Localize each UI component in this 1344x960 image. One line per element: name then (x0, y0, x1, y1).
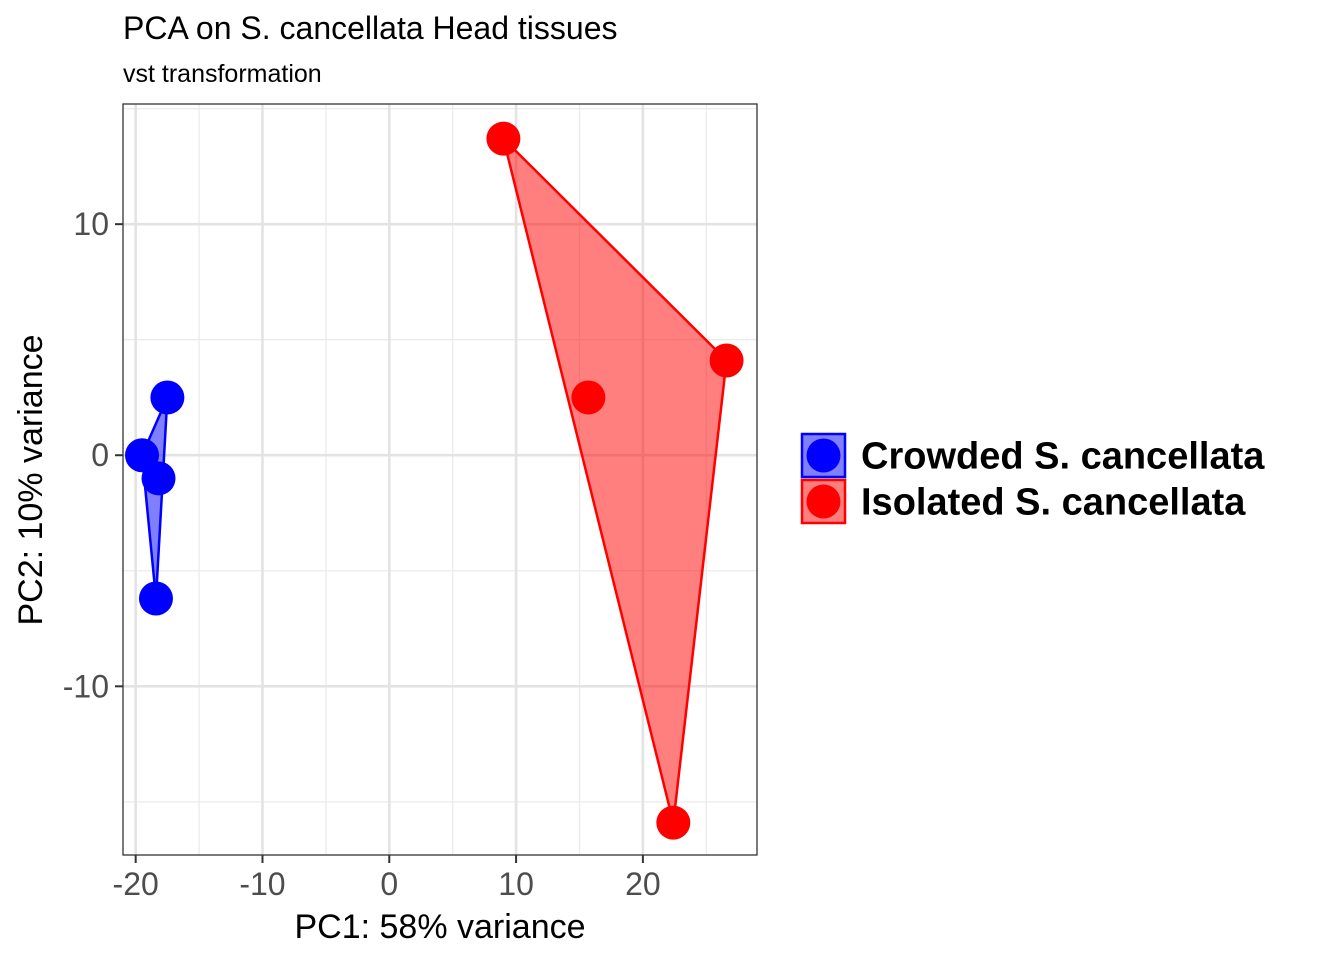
point-series-1 (709, 343, 744, 378)
point-series-0 (138, 581, 173, 616)
point-series-1 (486, 121, 521, 156)
chart-subtitle: vst transformation (123, 60, 322, 88)
x-tick-labels: -20 -10 0 10 20 (113, 866, 661, 902)
y-tick-label: 10 (73, 206, 109, 242)
point-series-0 (141, 461, 176, 496)
y-tick-labels: -10 0 10 (63, 206, 109, 704)
point-series-1 (656, 805, 691, 840)
x-axis-title: PC1: 58% variance (294, 908, 585, 946)
hull-series-1 (502, 137, 728, 824)
chart-title: PCA on S. cancellata Head tissues (123, 10, 618, 46)
point-series-0 (150, 380, 185, 415)
group-hulls (140, 137, 728, 824)
data-points (125, 121, 744, 840)
legend-key-point-0 (806, 438, 841, 473)
y-tick-label: -10 (63, 668, 109, 704)
x-tick-label: 0 (380, 866, 398, 902)
y-axis-title: PC2: 10% variance (12, 334, 50, 625)
x-tick-label: 10 (498, 866, 534, 902)
x-tick-label: -20 (113, 866, 159, 902)
x-tick-label: -10 (239, 866, 285, 902)
plot-panel-border (122, 103, 758, 856)
axis-ticks (115, 223, 644, 863)
legend-key-point-1 (806, 484, 841, 519)
y-tick-label: 0 (91, 437, 109, 473)
point-series-1 (571, 380, 606, 415)
legend-label-0: Crowded S. cancellata (861, 436, 1265, 478)
x-tick-label: 20 (625, 866, 661, 902)
legend-label-1: Isolated S. cancellata (861, 482, 1246, 524)
hull-series-0 (140, 396, 169, 600)
